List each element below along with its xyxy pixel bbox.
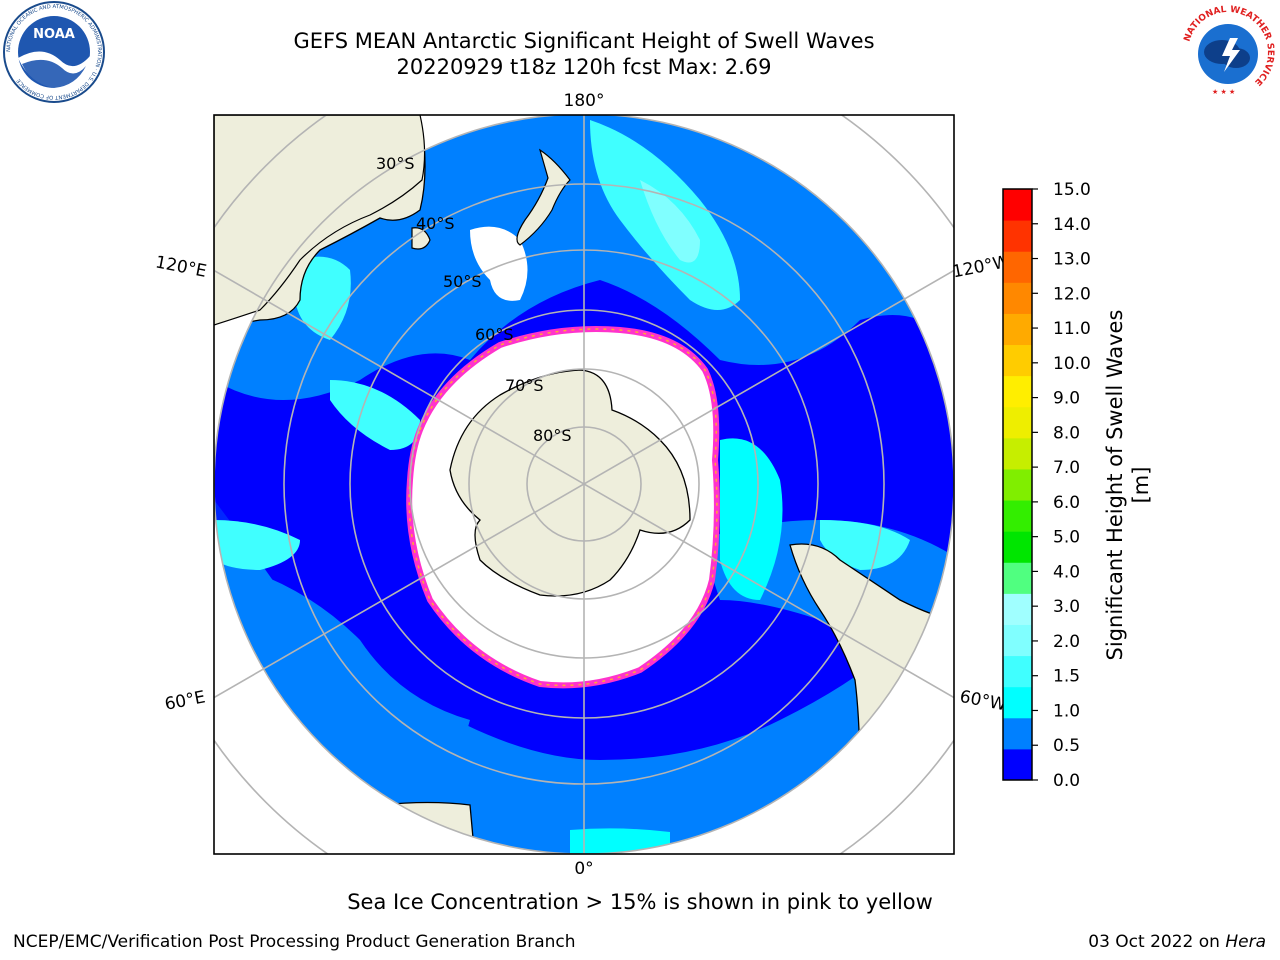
chart-title: GEFS MEAN Antarctic Significant Height o… — [293, 29, 875, 53]
colorbar-tick-label: 11.0 — [1053, 319, 1091, 339]
colorbar-swatch — [1003, 686, 1032, 719]
lat-label-80: 80°S — [533, 426, 572, 445]
lon-label-180: 180° — [564, 91, 605, 111]
colorbar-swatch — [1003, 313, 1032, 346]
colorbar-tick-label: 8.0 — [1053, 423, 1080, 443]
lat-label-30: 30°S — [376, 154, 415, 173]
colorbar-swatch — [1003, 531, 1032, 563]
colorbar-swatch — [1003, 500, 1032, 532]
colorbar-swatch — [1003, 593, 1032, 625]
colorbar-swatch — [1003, 189, 1032, 221]
noaa-logo-text: NOAA — [33, 27, 75, 42]
lon-label-60w: 60°W — [958, 687, 1008, 716]
colorbar-tick-label: 1.5 — [1053, 667, 1080, 687]
colorbar-swatch — [1003, 344, 1032, 377]
colorbar-tick-label: 12.0 — [1053, 284, 1091, 304]
lon-label-60e: 60°E — [163, 687, 207, 714]
colorbar-swatch — [1003, 655, 1032, 688]
colorbar-swatch — [1003, 251, 1032, 283]
nws-logo: NATIONAL WEATHER SERVICE ★ ★ ★ — [1180, 4, 1276, 100]
lat-label-40: 40°S — [416, 214, 455, 233]
colorbar-swatch — [1003, 468, 1032, 501]
lat-label-60: 60°S — [475, 325, 514, 344]
footer-host: Hera — [1225, 932, 1266, 952]
colorbar-swatch — [1003, 375, 1032, 408]
footer-date: 03 Oct 2022 on Hera — [1088, 932, 1266, 952]
colorbar-tick-label: 13.0 — [1053, 250, 1091, 270]
colorbar-swatch — [1003, 748, 1032, 781]
colorbar-label: Significant Height of Swell Waves [m] — [1103, 309, 1153, 661]
colorbar-tick-label: 5.0 — [1053, 528, 1080, 548]
lat-label-70: 70°S — [505, 376, 544, 395]
sea-ice-note: Sea Ice Concentration > 15% is shown in … — [347, 890, 933, 914]
svg-text:★ ★ ★: ★ ★ ★ — [1212, 88, 1235, 96]
lon-label-120e: 120°E — [154, 252, 209, 281]
colorbar-swatch — [1003, 562, 1032, 594]
colorbar: 0.0 0.5 1.0 1.5 2.0 3.0 4.0 5.0 6.0 7.0 8.0 9.0 10.0… — [1002, 180, 1091, 791]
colorbar-tick-label: 14.0 — [1053, 215, 1091, 235]
colorbar-frame — [1002, 188, 1033, 781]
colorbar-swatch — [1003, 406, 1032, 439]
lat-label-50: 50°S — [443, 272, 482, 291]
chart-subtitle: 20220929 t18z 120h fcst Max: 2.69 — [396, 55, 772, 79]
colorbar-tick-label: 7.0 — [1053, 458, 1080, 478]
colorbar-tick-label: 0.0 — [1053, 771, 1080, 791]
graticule — [214, 115, 954, 854]
colorbar-tick-label: 3.0 — [1053, 597, 1080, 617]
lon-label-0: 0° — [574, 859, 593, 879]
colorbar-tick-label: 10.0 — [1053, 354, 1091, 374]
colorbar-tick-label: 2.0 — [1053, 632, 1080, 652]
noaa-logo: NATIONAL OCEANIC AND ATMOSPHERIC ADMINIS… — [3, 1, 105, 103]
colorbar-tick-label: 4.0 — [1053, 562, 1080, 582]
colorbar-swatch — [1003, 220, 1032, 252]
colorbar-tick-label: 15.0 — [1053, 180, 1091, 200]
colorbar-tick-label: 6.0 — [1053, 493, 1080, 513]
colorbar-swatch — [1003, 437, 1032, 470]
colorbar-tick-label: 1.0 — [1053, 701, 1080, 721]
colorbar-swatch — [1003, 717, 1032, 750]
colorbar-swatch — [1003, 624, 1032, 657]
colorbar-tick-label: 9.0 — [1053, 389, 1080, 409]
footer-date-text: 03 Oct 2022 on — [1088, 932, 1226, 952]
colorbar-swatch — [1003, 282, 1032, 314]
colorbar-tick-label: 0.5 — [1053, 736, 1080, 756]
map-frame — [213, 114, 955, 855]
footer-branch: NCEP/EMC/Verification Post Processing Pr… — [13, 932, 576, 952]
